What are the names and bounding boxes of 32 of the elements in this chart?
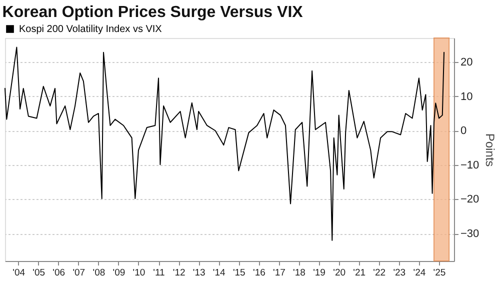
x-tick-label: '21: [353, 268, 366, 278]
chart-title: Korean Option Prices Surge Versus VIX: [2, 4, 304, 21]
x-tick-label: '25: [433, 268, 446, 278]
x-tick-label: '05: [32, 268, 46, 278]
x-tick-label: '13: [192, 268, 206, 278]
y-axis-title: Points: [483, 133, 498, 167]
x-tick-label: '06: [52, 268, 66, 278]
x-tick-label: '20: [333, 268, 346, 278]
x-tick-label: '11: [153, 268, 165, 278]
x-tick-label: '18: [293, 268, 306, 278]
y-tick-label: −30: [460, 228, 480, 240]
x-tick-label: '07: [72, 268, 86, 278]
y-tick-label: 20: [460, 56, 473, 69]
x-tick-label: '09: [112, 268, 126, 278]
x-tick-label: '17: [273, 268, 286, 278]
x-tick-label: '14: [212, 268, 226, 278]
y-tick-label: 0: [460, 125, 467, 138]
x-tick-label: '19: [313, 268, 326, 278]
y-tick-label: −10: [460, 159, 480, 172]
x-tick-label: '04: [12, 268, 26, 278]
x-tick-label: '08: [92, 268, 106, 278]
x-tick-label: '15: [232, 268, 246, 278]
line-series: [4, 46, 445, 241]
x-tick-label: '24: [413, 268, 426, 278]
x-tick-label: '22: [373, 268, 386, 278]
x-tick-label: '16: [253, 268, 266, 278]
x-tick-label: '23: [393, 268, 406, 278]
x-tick-label: '10: [132, 268, 146, 278]
x-tick-label: '12: [172, 268, 186, 278]
y-tick-label: −20: [460, 194, 480, 206]
y-tick-label: 10: [460, 90, 473, 103]
legend-label: Kospi 200 Volatility Index vs VIX: [19, 24, 162, 35]
